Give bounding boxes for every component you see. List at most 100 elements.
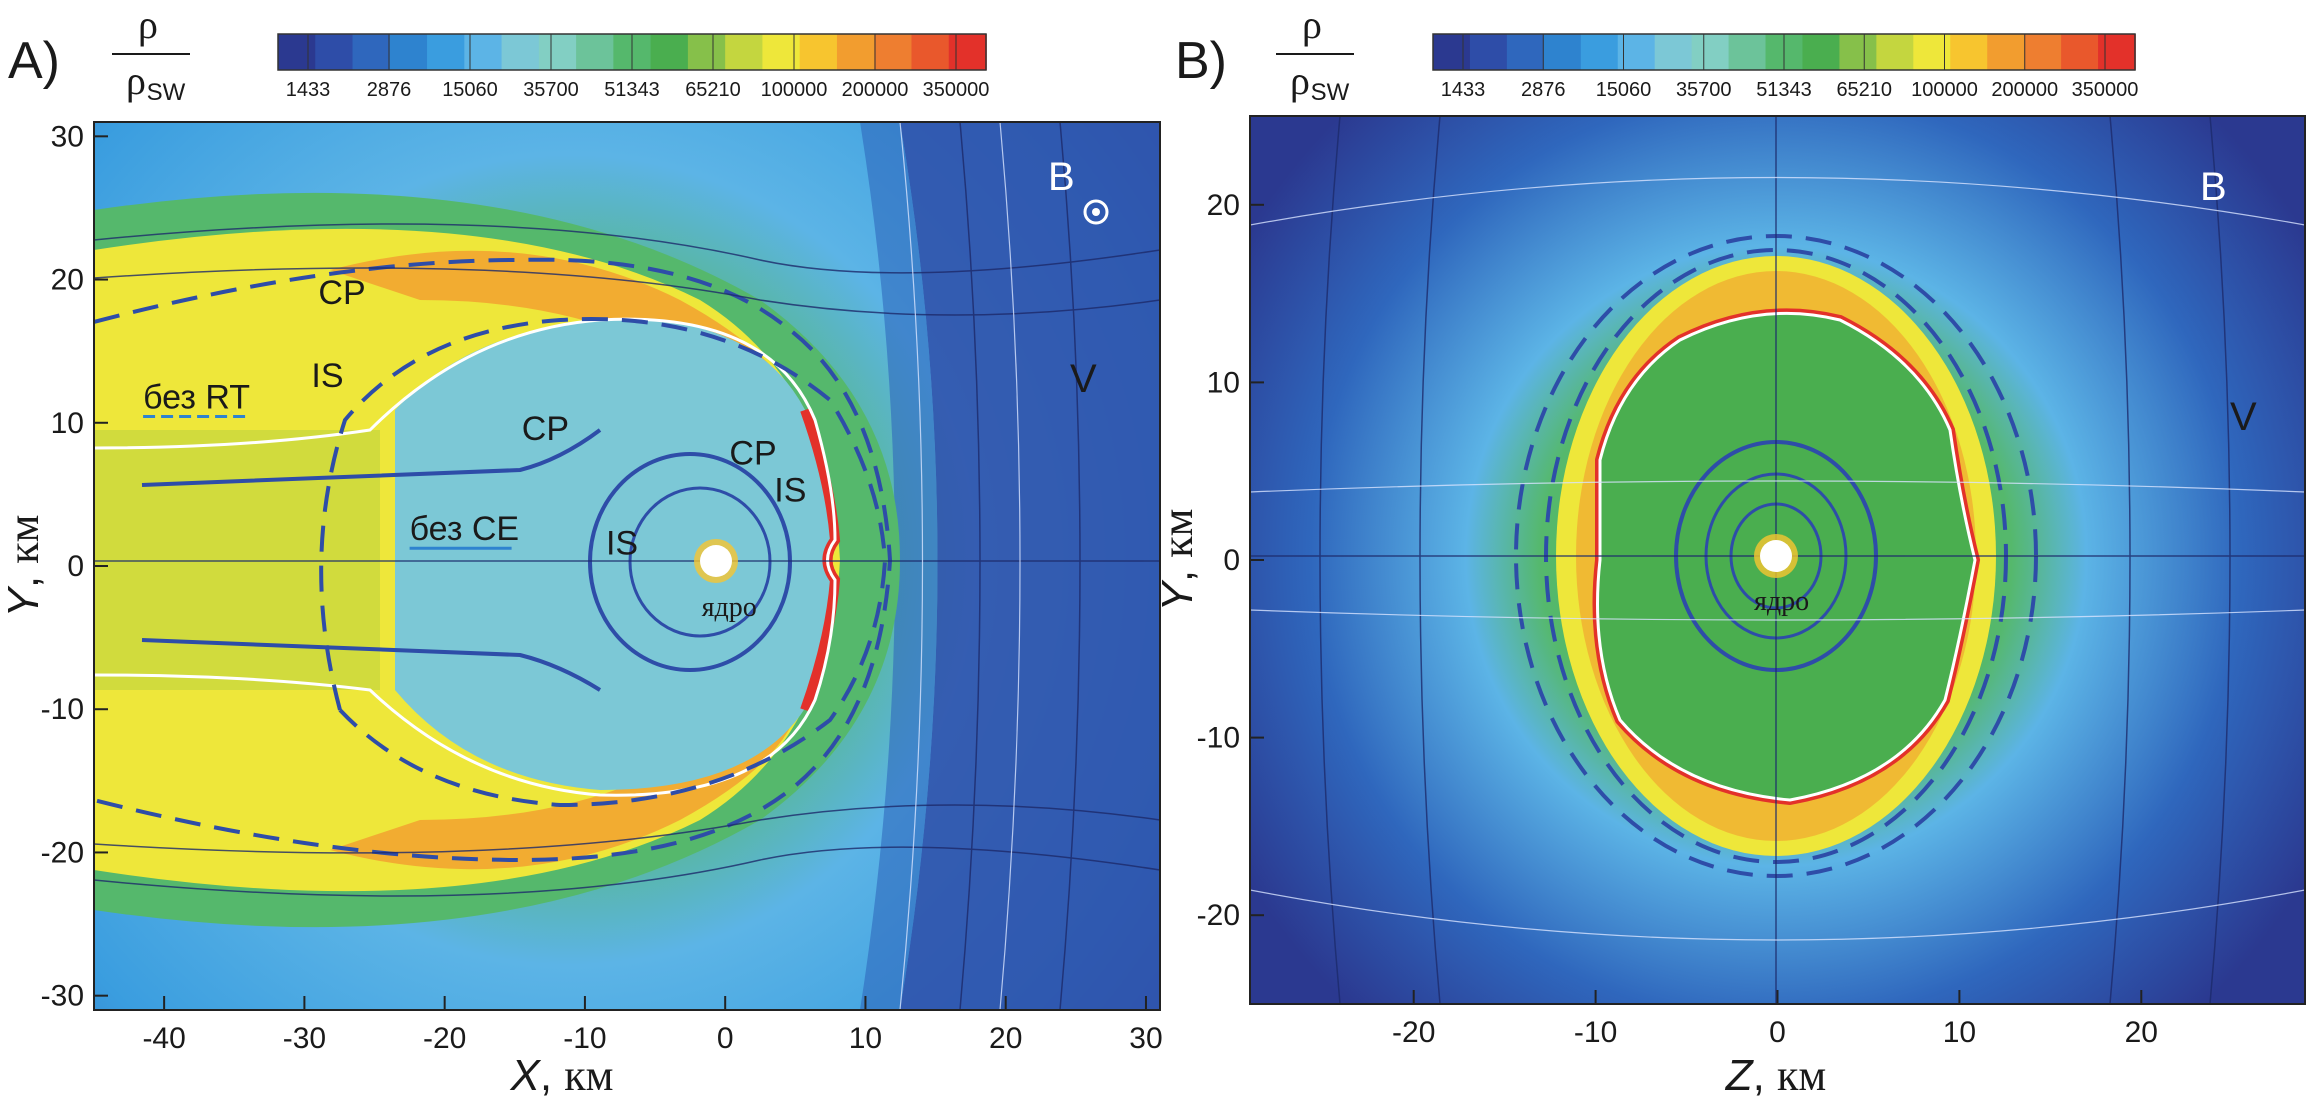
colorbar-a-swatch: [278, 34, 317, 70]
x-tick-label: 0: [717, 1022, 734, 1055]
flow-label-b: V: [2230, 395, 2257, 439]
x-tick-label: -20: [423, 1022, 466, 1055]
x-tick-label: 20: [2125, 1016, 2158, 1049]
x-axis-label-b: Z, км: [1725, 1051, 1827, 1100]
nucleus-label-b: ядро: [1754, 586, 1809, 617]
field-label-a: B: [1048, 155, 1075, 199]
flow-label-a: V: [1070, 357, 1097, 401]
colorbar-b-swatch: [2024, 34, 2062, 70]
x-tick-label: 30: [1129, 1022, 1162, 1055]
colorbar-a-tick-label: 35700: [523, 79, 579, 101]
colorbar-a-swatch: [315, 34, 354, 70]
colorbar-b-swatch: [1506, 34, 1545, 70]
colorbar-b-swatch: [1950, 34, 1989, 70]
colorbar-a-swatch: [911, 34, 950, 70]
panel-label-a: A): [8, 32, 60, 90]
colorbar-a-swatch: [725, 34, 764, 70]
annotation-label: без RT: [143, 378, 250, 416]
y-tick-label: -10: [1197, 722, 1240, 755]
colorbar-b-swatch: [1433, 34, 1471, 70]
y-axis-label-a: Y, км: [0, 514, 48, 617]
annotation-label: CP: [522, 410, 569, 448]
annotation-label: IS: [606, 525, 638, 563]
annotation-label: IS: [774, 472, 806, 510]
colorbar-b-tick-label: 65210: [1836, 79, 1892, 101]
x-tick-label: -30: [283, 1022, 326, 1055]
colorbar-b-tick-label: 200000: [1991, 79, 2058, 101]
field-direction-icon: [1083, 199, 1109, 225]
colorbar-a-swatch: [427, 34, 466, 70]
colorbar-a-swatch: [874, 34, 913, 70]
x-tick-label: -10: [1574, 1016, 1617, 1049]
y-tick-label: 30: [51, 120, 84, 153]
ratio-denominator-sub-b: SW: [1311, 79, 1350, 106]
colorbar-a-tick-label: 51343: [604, 79, 660, 101]
ratio-numerator: ρ: [138, 2, 158, 47]
y-tick-label: 20: [1207, 189, 1240, 222]
colorbar-a-swatch: [576, 34, 615, 70]
y-tick-label: 0: [67, 550, 84, 583]
colorbar-b-tick-label: 35700: [1676, 79, 1732, 101]
colorbar-b-tick-label: 100000: [1911, 79, 1978, 101]
x-tick-label: -10: [563, 1022, 606, 1055]
colorbar-b-swatch: [1617, 34, 1656, 70]
colorbar-b-swatch: [1913, 34, 1952, 70]
colorbar-a-tick-label: 100000: [761, 79, 828, 101]
ratio-numerator-b: ρ: [1302, 2, 1322, 47]
colorbar-b-tick-label: 15060: [1596, 79, 1652, 101]
colorbar-a-swatch: [389, 34, 428, 70]
density-ratio-symbol-b: ρ ρ SW: [1276, 2, 1354, 106]
colorbar-b-swatch: [1802, 34, 1841, 70]
colorbar-b-swatch: [1987, 34, 2025, 70]
colorbar-b-tick-label: 51343: [1756, 79, 1812, 101]
y-tick-label: 0: [1223, 544, 1240, 577]
colorbar-b-swatch: [1654, 34, 1693, 70]
colorbar-a-swatch: [464, 34, 503, 70]
colorbar-b-swatch: [1839, 34, 1878, 70]
ratio-denominator-b: ρ: [1290, 58, 1310, 103]
axes-a: -40 -30 -20 -10 0 10 20 30 -30 -20 -10 0 10 20 30: [41, 120, 1163, 1055]
colorbar-a-swatch: [352, 34, 391, 70]
colorbar-b-swatch: [1691, 34, 1730, 70]
y-tick-label: -20: [1197, 899, 1240, 932]
colorbar-a-swatch: [538, 34, 577, 70]
colorbar-a-tick-label: 350000: [923, 79, 990, 101]
colorbar-b-tick-label: 350000: [2072, 79, 2139, 101]
y-tick-label: 20: [51, 264, 84, 297]
x-tick-label: 10: [1943, 1016, 1976, 1049]
x-tick-label: -20: [1392, 1016, 1435, 1049]
x-tick-label: 20: [989, 1022, 1022, 1055]
y-tick-label: -30: [41, 980, 84, 1013]
colorbar-a-swatch: [650, 34, 689, 70]
colorbar-a-swatch: [836, 34, 876, 70]
axes-b: -20 -10 0 10 20 -20 -10 0 10 20: [1197, 189, 2158, 1049]
colorbar-b-swatch: [2061, 34, 2099, 70]
annotation-label: IS: [311, 357, 343, 395]
colorbar-b-swatch: [1543, 34, 1582, 70]
colorbar-a-tick-label: 200000: [842, 79, 909, 101]
colorbar-b-swatch: [1728, 34, 1767, 70]
y-tick-label: -10: [41, 693, 84, 726]
colorbar-a-swatch: [687, 34, 726, 70]
colorbar-b-tick-label: 1433: [1441, 79, 1486, 101]
colorbar-b-swatch: [1580, 34, 1619, 70]
annotation-label: CP: [318, 274, 365, 312]
x-axis-label-a: X, км: [509, 1051, 613, 1100]
colorbar-b-swatch: [1469, 34, 1508, 70]
colorbar-b-swatch: [1876, 34, 1915, 70]
y-tick-label: 10: [1207, 366, 1240, 399]
plot-area-b: B V ядро: [1250, 116, 2305, 1004]
colorbar-a-tick-label: 65210: [685, 79, 741, 101]
colorbar-a: 1433 2876 15060 35700 51343 65210 100000 200000…: [277, 33, 990, 101]
x-tick-label: 10: [849, 1022, 882, 1055]
colorbar-b-swatch: [2098, 34, 2136, 70]
colorbar-b-tick-label: 2876: [1521, 79, 1566, 101]
panel-label-b: B): [1175, 32, 1227, 90]
colorbar-a-tick-label: 15060: [442, 79, 498, 101]
y-axis-label-b: Y, км: [1153, 508, 1202, 611]
density-ratio-symbol-a: ρ ρ SW: [112, 2, 190, 106]
field-label-b: B: [2200, 165, 2227, 209]
colorbar-a-swatch: [762, 34, 801, 70]
x-tick-label: 0: [1769, 1016, 1786, 1049]
